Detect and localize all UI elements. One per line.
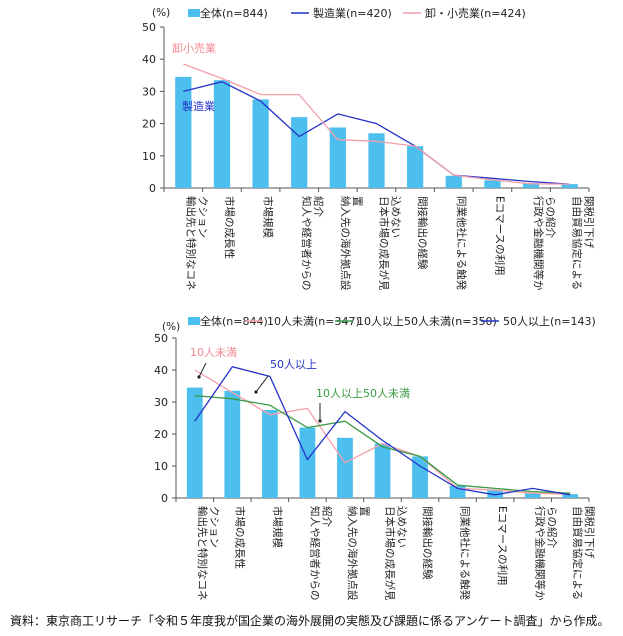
series-line bbox=[194, 366, 571, 496]
category-label: 知人や経営者からの紹介 bbox=[308, 506, 333, 601]
category-label: 知人や経営者からの紹介 bbox=[300, 196, 325, 291]
bar bbox=[412, 456, 428, 498]
legend-label: 50人以上(n=143) bbox=[503, 315, 596, 328]
category-label: 日本市場の成長が見込めない bbox=[378, 196, 402, 291]
category-label: 輸出先と特別なコネクション bbox=[196, 506, 220, 601]
bar bbox=[562, 494, 579, 498]
bar bbox=[213, 80, 231, 188]
series-line bbox=[183, 63, 570, 185]
legend-label: 10人以上50人未満(n=350) bbox=[357, 315, 497, 328]
legend-label: 全体(n=844) bbox=[200, 314, 268, 328]
y-tick-label: 30 bbox=[142, 85, 156, 98]
bar bbox=[291, 117, 308, 188]
category-label: Eコマースの利用 bbox=[496, 506, 508, 586]
source-note: 資料：東京商工リサーチ「令和５年度我が国企業の海外展開の実態及び課題に係るアンケ… bbox=[10, 614, 610, 628]
bar bbox=[445, 175, 462, 188]
legend-label: 全体(n=844) bbox=[200, 6, 268, 20]
y-tick-label: 20 bbox=[154, 428, 168, 441]
bar bbox=[299, 427, 316, 498]
category-label: 行政や金融機関等からの紹介 bbox=[534, 506, 559, 601]
category-label: 行政や金融機関等からの紹介 bbox=[532, 196, 557, 291]
category-label: 市場の成長性 bbox=[233, 506, 246, 569]
bar bbox=[368, 133, 385, 188]
bar bbox=[337, 437, 353, 498]
bar bbox=[261, 410, 278, 498]
category-label: Eコマースの利用 bbox=[493, 196, 505, 276]
legend-swatch bbox=[188, 317, 200, 325]
y-tick-label: 30 bbox=[154, 396, 168, 409]
category-label: 市場の成長性 bbox=[223, 196, 236, 259]
category-label: 間接輸出の経験 bbox=[421, 506, 434, 580]
bar bbox=[374, 443, 391, 498]
annotation-pointer-dot bbox=[197, 375, 201, 379]
bar bbox=[329, 127, 346, 188]
series-annotation: 製造業 bbox=[182, 99, 215, 113]
legend-label: 卸・小売業(n=424) bbox=[425, 6, 526, 20]
bar bbox=[252, 99, 269, 188]
legend-label: 10人未満(n=347) bbox=[267, 315, 360, 328]
annotation-pointer bbox=[255, 375, 269, 393]
category-label: 市場規模 bbox=[262, 196, 275, 238]
bar bbox=[561, 184, 578, 188]
y-tick-label: 10 bbox=[154, 460, 168, 473]
legend-label: 製造業(n=420) bbox=[313, 6, 392, 20]
category-label: 同業他社による触発 bbox=[459, 506, 472, 601]
y-tick-label: 50 bbox=[154, 332, 168, 345]
category-label: 市場規模 bbox=[271, 506, 284, 548]
y-tick-label: 0 bbox=[161, 492, 168, 505]
y-tick-label: 10 bbox=[142, 150, 156, 163]
series-annotation: 卸小売業 bbox=[172, 41, 216, 55]
category-label: 納入先の海外拠点設置 bbox=[346, 506, 370, 601]
series-annotation: 10人以上50人未満 bbox=[316, 387, 410, 400]
series-line bbox=[194, 394, 571, 494]
bar bbox=[407, 146, 424, 188]
series-line bbox=[194, 369, 571, 495]
annotation-pointer-dot bbox=[318, 419, 322, 423]
legend-swatch bbox=[188, 9, 200, 17]
category-label: 自由貿易協定による関税引下げ bbox=[571, 196, 596, 290]
series-line bbox=[183, 81, 570, 185]
series-annotation: 50人以上 bbox=[270, 358, 317, 371]
category-label: 間接輸出の経験 bbox=[416, 196, 429, 270]
category-label: 同業他社による触発 bbox=[455, 196, 468, 291]
y-tick-label: 40 bbox=[142, 53, 156, 66]
y-tick-label: 20 bbox=[142, 118, 156, 131]
bar bbox=[524, 493, 541, 498]
bar bbox=[484, 180, 501, 188]
unit-label: (%) bbox=[162, 321, 180, 333]
series-annotation: 10人未満 bbox=[190, 346, 237, 359]
unit-label: (%) bbox=[152, 7, 170, 19]
bar bbox=[224, 390, 241, 498]
category-label: 自由貿易協定による関税引下げ bbox=[571, 506, 596, 600]
bar bbox=[175, 76, 192, 188]
category-label: 輸出先と特別なコネクション bbox=[184, 196, 208, 291]
annotation-pointer bbox=[198, 362, 207, 378]
annotation-pointer-dot bbox=[254, 390, 258, 394]
category-label: 日本市場の成長が見込めない bbox=[384, 506, 408, 601]
y-tick-label: 0 bbox=[149, 182, 156, 195]
category-label: 納入先の海外拠点設置 bbox=[339, 196, 363, 291]
bar bbox=[522, 183, 540, 188]
bar bbox=[186, 387, 203, 498]
y-tick-label: 50 bbox=[142, 21, 156, 34]
y-tick-label: 40 bbox=[154, 364, 168, 377]
